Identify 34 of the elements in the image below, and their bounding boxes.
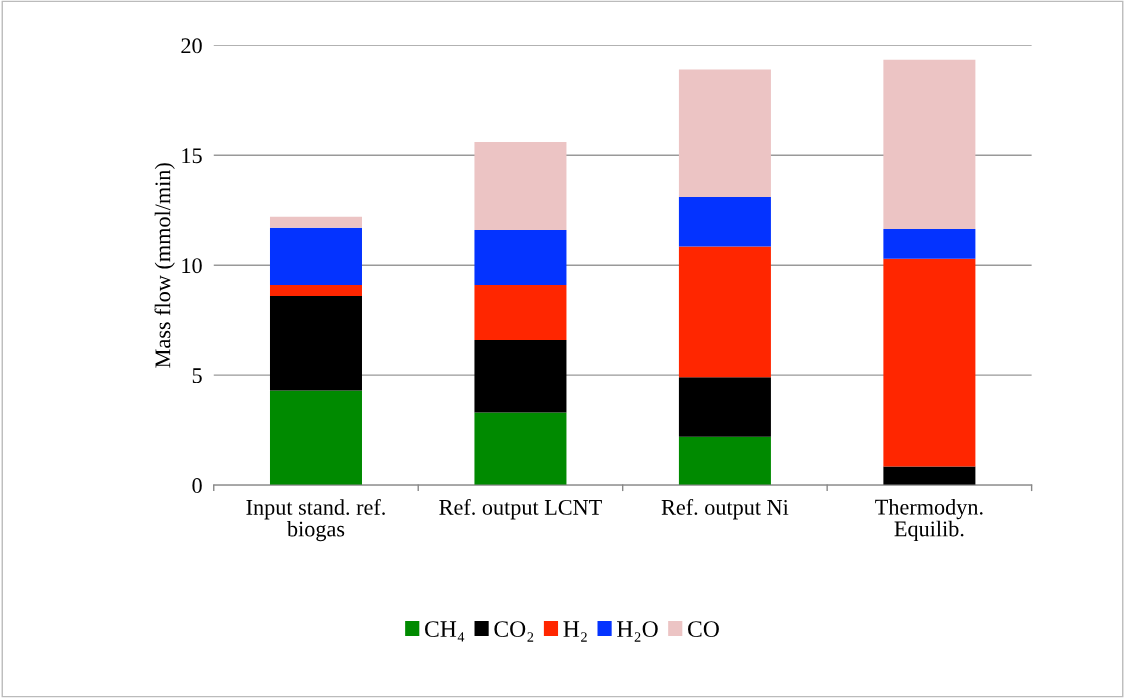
x-tick-label: Thermodyn. Equilib. xyxy=(875,499,983,541)
y-tick-label: 5 xyxy=(192,368,202,384)
bar xyxy=(269,390,362,486)
bar xyxy=(883,228,976,259)
legend-label: CH₄ xyxy=(425,621,465,642)
x-tick-label: Ref. output LCNT xyxy=(439,499,602,520)
bar xyxy=(474,412,567,486)
y-tick-label: 0 xyxy=(192,478,202,494)
bar xyxy=(269,216,362,228)
bar xyxy=(474,230,567,286)
bar xyxy=(678,377,771,437)
bar xyxy=(678,436,771,486)
bar xyxy=(883,258,976,467)
y-tick-label: 10 xyxy=(182,258,202,274)
bar xyxy=(269,296,362,391)
bar xyxy=(678,69,771,198)
bar xyxy=(678,246,771,378)
bar xyxy=(474,285,567,340)
x-tick-label: Input stand. ref. biogas xyxy=(246,499,385,542)
legend-label: CO₂ xyxy=(494,621,534,642)
bar xyxy=(269,227,362,286)
x-tick-label: Ref. output Ni xyxy=(661,499,789,520)
y-tick-label: 20 xyxy=(181,38,202,54)
bar xyxy=(678,197,771,247)
bar xyxy=(474,142,567,231)
bar xyxy=(883,59,976,229)
bar xyxy=(883,466,976,486)
bar xyxy=(269,285,362,297)
legend-label: CO xyxy=(688,621,719,638)
bar xyxy=(474,340,567,413)
y-tick-label: 15 xyxy=(182,148,202,164)
legend-label: H₂O xyxy=(617,621,658,642)
legend-label: H₂ xyxy=(563,621,587,642)
y-axis-title: Mass flow (mmol/min) xyxy=(154,163,175,368)
